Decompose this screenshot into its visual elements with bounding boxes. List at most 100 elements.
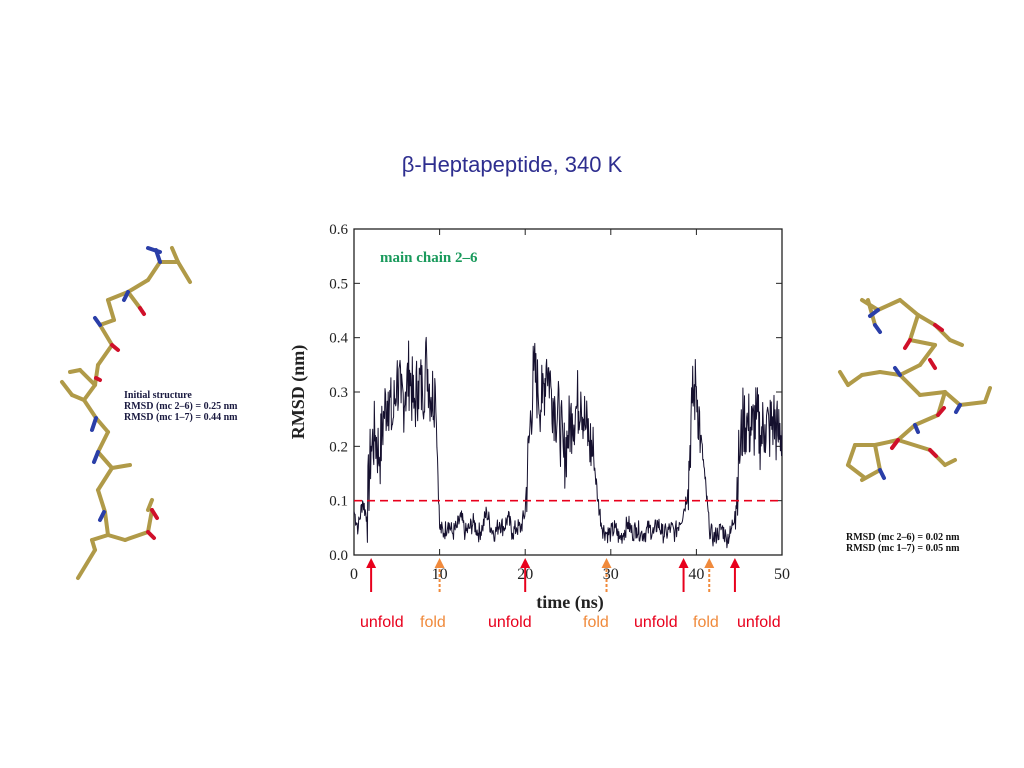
bond (846, 463, 867, 480)
bond (96, 430, 110, 454)
caption-line: RMSD (mc 1–7) = 0.44 nm (124, 412, 238, 423)
bond (943, 390, 962, 407)
y-tick-label: 0.3 (329, 385, 348, 401)
bond (82, 398, 98, 420)
event-arrow-head (729, 558, 740, 568)
y-tick-label: 0.5 (329, 276, 348, 292)
bond (916, 313, 937, 327)
bond (898, 298, 920, 317)
bond (106, 533, 127, 542)
nitrogen-atom (122, 290, 130, 302)
bond (76, 548, 97, 580)
bond (146, 498, 154, 512)
oxygen-atom (936, 406, 946, 417)
bond (96, 450, 114, 470)
bond (96, 343, 114, 367)
bond (948, 338, 964, 347)
x-tick-label: 40 (688, 566, 704, 583)
bond (958, 400, 987, 407)
oxygen-atom (928, 358, 937, 370)
oxygen-atom (933, 323, 944, 332)
bond (98, 323, 114, 347)
bond (90, 533, 110, 542)
bond (78, 368, 97, 387)
rmsd-trace (353, 336, 783, 549)
x-axis-label: time (ns) (536, 592, 603, 613)
bond (983, 386, 992, 404)
oxygen-atom (94, 376, 102, 382)
bond (878, 370, 902, 377)
bond (60, 380, 74, 397)
bond (98, 318, 116, 327)
oxygen-atom (928, 448, 938, 458)
event-label-fold: fold (693, 614, 719, 631)
bond (908, 338, 937, 347)
event-label-fold: fold (420, 614, 446, 631)
oxygen-atom (903, 338, 912, 350)
nitrogen-atom (98, 510, 106, 522)
oxygen-atom (150, 508, 159, 520)
bond (96, 488, 107, 514)
event-label-unfold: unfold (737, 614, 781, 631)
bond (68, 368, 82, 374)
x-tick-label: 30 (603, 566, 619, 583)
nitrogen-atom (868, 308, 880, 318)
bond (838, 370, 850, 387)
nitrogen-atom (893, 366, 902, 377)
bond (896, 438, 932, 452)
bond (873, 438, 900, 447)
chart-annotation: main chain 2–6 (380, 250, 478, 266)
event-arrows (366, 558, 740, 592)
nitrogen-atom (873, 323, 882, 334)
event-label-unfold: unfold (488, 614, 532, 631)
bond (96, 466, 114, 492)
initial-structure-caption: Initial structure RMSD (mc 2–6) = 0.25 n… (124, 390, 237, 423)
bond (146, 508, 154, 534)
caption-line: Initial structure (124, 390, 192, 401)
bond (860, 370, 882, 377)
event-arrow-head (520, 558, 531, 568)
x-tick-label: 0 (350, 566, 358, 583)
initial-structure-molecule (60, 246, 192, 580)
bond (873, 443, 882, 472)
nitrogen-atom (90, 416, 98, 432)
bond (913, 413, 940, 427)
bond (126, 290, 142, 310)
event-arrow-head (704, 558, 715, 568)
nitrogen-atom (954, 403, 962, 414)
oxygen-atom (890, 438, 900, 450)
bond (898, 363, 922, 377)
event-arrow-head (366, 558, 377, 568)
bond (860, 468, 882, 482)
bond (70, 393, 86, 402)
y-tick-label: 0.0 (329, 548, 348, 564)
folded-structure-molecule (838, 298, 992, 482)
nitrogen-atom (146, 246, 162, 254)
bond (846, 443, 857, 467)
bond (110, 463, 132, 470)
bond (123, 530, 150, 542)
folded-structure-caption: RMSD (mc 2–6) = 0.02 nm RMSD (mc 1–7) = … (846, 532, 959, 554)
nitrogen-atom (913, 423, 920, 434)
nitrogen-atom (92, 450, 100, 464)
nitrogen-atom (878, 468, 886, 480)
oxygen-atom (146, 530, 156, 540)
slide-title: β-Heptapeptide, 340 K (401, 152, 623, 177)
bond (846, 373, 864, 387)
bond (93, 363, 100, 387)
caption-line: RMSD (mc 2–6) = 0.02 nm (846, 532, 960, 543)
caption-line: RMSD (mc 2–6) = 0.25 nm (124, 401, 238, 412)
event-arrow-head (601, 558, 612, 568)
bond (103, 510, 110, 537)
event-arrow-head (678, 558, 689, 568)
event-arrow-head (434, 558, 445, 568)
bond (876, 298, 902, 312)
bond (146, 260, 162, 282)
y-tick-label: 0.4 (329, 331, 348, 347)
bond (176, 260, 192, 284)
y-axis-label: RMSD (nm) (288, 345, 309, 440)
bond (94, 416, 110, 434)
bond (898, 373, 922, 397)
bond (943, 458, 957, 467)
y-tick-label: 0.6 (329, 222, 348, 238)
